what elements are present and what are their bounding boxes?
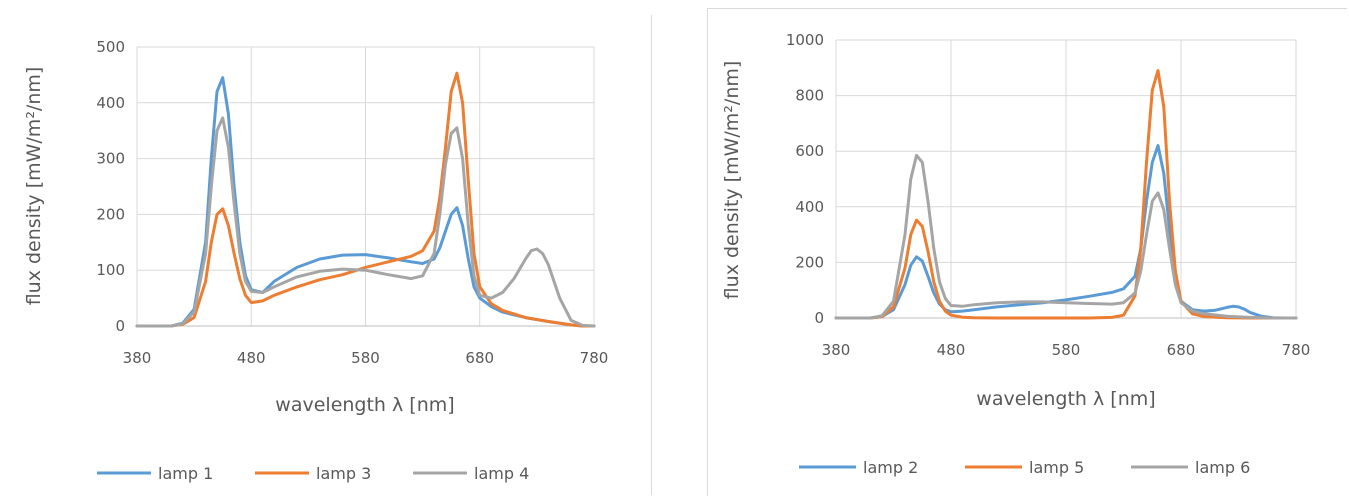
x-axis-title: wavelength λ [nm]: [275, 394, 454, 416]
series-line-lamp-4: [135, 116, 596, 328]
y-tick-label: 200: [795, 253, 824, 271]
y-tick-label: 1000: [786, 31, 824, 49]
x-tick-label: 680: [1167, 341, 1196, 359]
y-tick-label: 100: [96, 261, 125, 279]
legend: lamp 1 lamp 3 lamp 4: [97, 464, 529, 483]
legend-label: lamp 1: [158, 464, 213, 483]
y-tick-label: 0: [814, 309, 824, 327]
legend-label: lamp 6: [1195, 458, 1250, 477]
x-tick-label: 480: [937, 341, 966, 359]
legend: lamp 2 lamp 5 lamp 6: [799, 458, 1250, 477]
y-tick-label: 400: [96, 94, 125, 112]
legend-label: lamp 2: [863, 458, 918, 477]
chart-panel-1: 0 100 200 300 400 500 380 480 580 680 780 flux dens…: [23, 38, 608, 483]
y-tick-label: 0: [115, 317, 125, 335]
y-tick-label: 200: [96, 205, 125, 223]
chart-panel-2: 0 200 400 600 800 1000 380 480 580 680 780 flux den…: [721, 31, 1310, 477]
series-line-lamp-5: [834, 69, 1298, 320]
legend-label: lamp 5: [1029, 458, 1084, 477]
x-tick-label: 780: [1282, 341, 1311, 359]
x-tick-label: 680: [465, 349, 494, 367]
x-axis-title: wavelength λ [nm]: [976, 388, 1155, 410]
series-line-lamp-1: [135, 76, 596, 328]
x-tick-label: 580: [1052, 341, 1081, 359]
y-tick-label: 300: [96, 150, 125, 168]
series-line-lamp-2: [834, 144, 1298, 320]
x-tick-label: 480: [237, 349, 266, 367]
y-tick-label: 500: [96, 38, 125, 56]
x-tick-label: 380: [822, 341, 851, 359]
y-axis-title: flux density [mW/m²/nm]: [23, 67, 45, 306]
legend-label: lamp 4: [474, 464, 529, 483]
series-line-lamp-6: [834, 153, 1298, 320]
panel-divider: [707, 8, 708, 496]
legend-label: lamp 3: [316, 464, 371, 483]
panel-divider: [651, 15, 652, 495]
panel-divider: [707, 8, 1347, 9]
x-tick-label: 780: [580, 349, 609, 367]
y-axis-title: flux density [mW/m²/nm]: [721, 61, 743, 300]
x-tick-label: 580: [351, 349, 380, 367]
series-line-lamp-3: [135, 71, 596, 328]
y-tick-label: 600: [795, 142, 824, 160]
x-tick-label: 380: [123, 349, 152, 367]
y-tick-label: 400: [795, 198, 824, 216]
y-tick-label: 800: [795, 87, 824, 105]
